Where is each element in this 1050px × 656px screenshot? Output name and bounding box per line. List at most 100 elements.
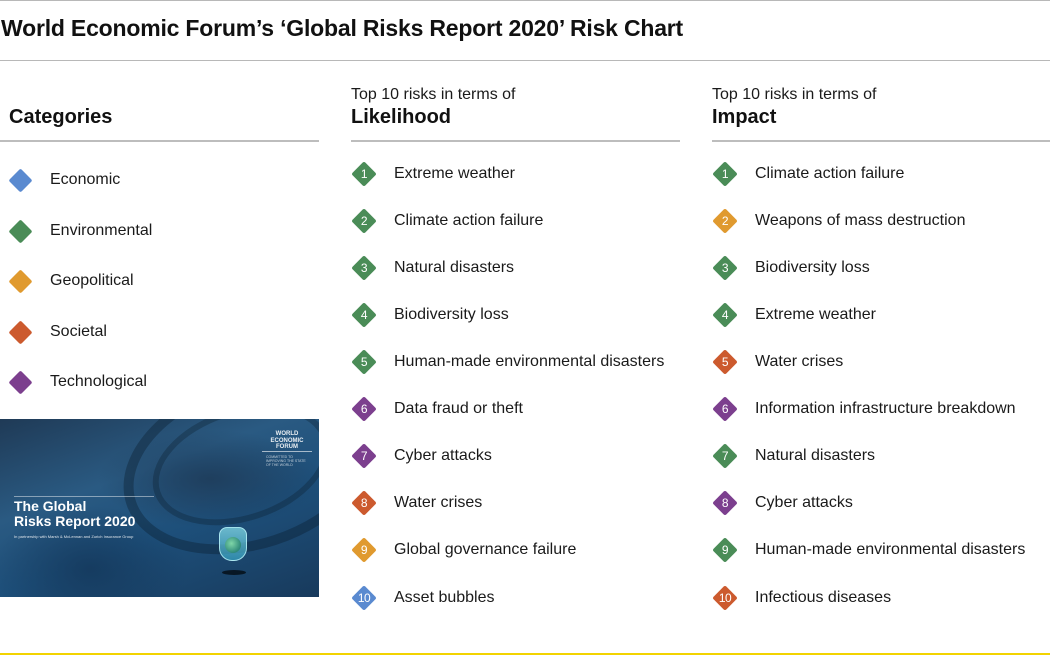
wef-logo: WORLD ECONOMIC FORUM — [262, 431, 312, 451]
risk-label: Global governance failure — [394, 541, 577, 558]
risk-label: Biodiversity loss — [755, 259, 870, 276]
category-label: Economic — [50, 171, 121, 188]
wef-logo-line1: WORLD — [275, 431, 299, 437]
impact-risk-item: 9 Human-made environmental disasters — [712, 537, 1050, 567]
rank-badge-icon: 1 — [351, 161, 377, 187]
cover-title-line2: Risks Report 2020 — [14, 513, 136, 529]
impact-header: Top 10 risks in terms of Impact — [712, 84, 1050, 142]
impact-risk-item: 1 Climate action failure — [712, 161, 1050, 191]
impact-risk-item: 6 Information infrastructure breakdown — [712, 396, 1050, 426]
rank-number: 1 — [721, 167, 729, 181]
rank-number: 6 — [721, 402, 729, 416]
rank-badge-icon: 1 — [712, 161, 738, 187]
likelihood-subheading: Top 10 risks in terms of — [351, 86, 516, 103]
rank-badge-icon: 10 — [351, 585, 377, 611]
rank-number: 3 — [360, 261, 368, 275]
rank-badge-icon: 5 — [712, 349, 738, 375]
title-rule — [0, 60, 1050, 61]
rank-number: 7 — [360, 449, 368, 463]
cover-subtitle: In partnership with Marsh & McLennan and… — [14, 534, 134, 539]
rank-badge-icon: 8 — [351, 490, 377, 516]
risk-label: Extreme weather — [755, 306, 876, 323]
rank-number: 7 — [721, 449, 729, 463]
rank-number: 10 — [718, 591, 732, 605]
category-diamond-icon — [8, 320, 33, 345]
rank-number: 2 — [721, 214, 729, 228]
rank-badge-icon: 4 — [712, 302, 738, 328]
risk-label: Asset bubbles — [394, 589, 495, 606]
risk-label: Infectious diseases — [755, 589, 892, 606]
wef-logo-line3: FORUM — [276, 444, 298, 450]
rank-badge-icon: 7 — [351, 443, 377, 469]
rank-badge-icon: 2 — [351, 208, 377, 234]
top-rule — [0, 0, 1050, 1]
category-diamond-icon — [8, 269, 33, 294]
capsule-illustration — [219, 527, 247, 561]
rank-number: 3 — [721, 261, 729, 275]
rank-badge-icon: 2 — [712, 208, 738, 234]
likelihood-header: Top 10 risks in terms of Likelihood — [351, 84, 680, 142]
likelihood-risk-item: 9 Global governance failure — [351, 537, 680, 567]
risk-label: Extreme weather — [394, 165, 515, 182]
likelihood-risk-item: 10 Asset bubbles — [351, 585, 680, 615]
rank-number: 9 — [360, 543, 368, 557]
category-diamond-icon — [8, 370, 33, 395]
wef-logo-divider — [262, 451, 312, 452]
capsule-shadow — [222, 570, 246, 575]
wef-logo-tagline: COMMITTED TO IMPROVING THE STATE OF THE … — [266, 455, 306, 467]
risk-label: Cyber attacks — [394, 447, 492, 464]
impact-risk-item: 8 Cyber attacks — [712, 490, 1050, 520]
risk-label: Natural disasters — [394, 259, 515, 276]
likelihood-risk-item: 5 Human-made environmental disasters — [351, 349, 680, 379]
likelihood-risk-item: 3 Natural disasters — [351, 255, 680, 285]
rank-number: 4 — [360, 308, 368, 322]
rank-badge-icon: 10 — [712, 585, 738, 611]
categories-heading: Categories — [9, 106, 113, 128]
rank-badge-icon: 8 — [712, 490, 738, 516]
category-diamond-icon — [8, 168, 33, 193]
risk-label: Water crises — [755, 353, 844, 370]
impact-column: Top 10 risks in terms of Impact 1 Climate… — [712, 84, 1050, 611]
cover-title-line1: The Global — [14, 498, 87, 514]
risk-label: Weapons of mass destruction — [755, 212, 966, 229]
likelihood-risk-item: 8 Water crises — [351, 490, 680, 520]
risk-label: Climate action failure — [394, 212, 544, 229]
likelihood-risk-item: 1 Extreme weather — [351, 161, 680, 191]
cover-title: The Global Risks Report 2020 — [14, 499, 174, 529]
risk-label: Human-made environmental disasters — [755, 541, 1026, 558]
rank-number: 9 — [721, 543, 729, 557]
cover-title-rule — [14, 496, 154, 497]
risk-label: Human-made environmental disasters — [394, 353, 665, 370]
rank-number: 8 — [360, 496, 368, 510]
report-cover-image: WORLD ECONOMIC FORUM COMMITTED TO IMPROV… — [0, 419, 319, 597]
rank-number: 4 — [721, 308, 729, 322]
likelihood-heading: Likelihood — [351, 106, 451, 128]
rank-badge-icon: 5 — [351, 349, 377, 375]
rank-badge-icon: 9 — [712, 537, 738, 563]
impact-risk-item: 2 Weapons of mass destruction — [712, 208, 1050, 238]
categories-column: Categories Economic Environmental Geopolit… — [0, 84, 319, 395]
risk-label: Information infrastructure breakdown — [755, 400, 1016, 417]
category-diamond-icon — [8, 219, 33, 244]
rank-number: 6 — [360, 402, 368, 416]
rank-number: 1 — [360, 167, 368, 181]
rank-badge-icon: 4 — [351, 302, 377, 328]
rank-badge-icon: 3 — [351, 255, 377, 281]
impact-heading: Impact — [712, 106, 777, 128]
rank-badge-icon: 3 — [712, 255, 738, 281]
likelihood-risk-item: 6 Data fraud or theft — [351, 396, 680, 426]
impact-risk-item: 10 Infectious diseases — [712, 585, 1050, 615]
risk-label: Biodiversity loss — [394, 306, 509, 323]
risk-label: Cyber attacks — [755, 494, 853, 511]
rank-badge-icon: 6 — [712, 396, 738, 422]
globe-icon — [225, 537, 241, 553]
impact-risk-item: 4 Extreme weather — [712, 302, 1050, 332]
rank-badge-icon: 6 — [351, 396, 377, 422]
impact-risk-item: 5 Water crises — [712, 349, 1050, 379]
likelihood-risk-item: 7 Cyber attacks — [351, 443, 680, 473]
bottom-accent-rule — [0, 653, 1050, 655]
category-label: Technological — [50, 373, 147, 390]
rank-badge-icon: 7 — [712, 443, 738, 469]
risk-label: Water crises — [394, 494, 483, 511]
risk-label: Natural disasters — [755, 447, 876, 464]
